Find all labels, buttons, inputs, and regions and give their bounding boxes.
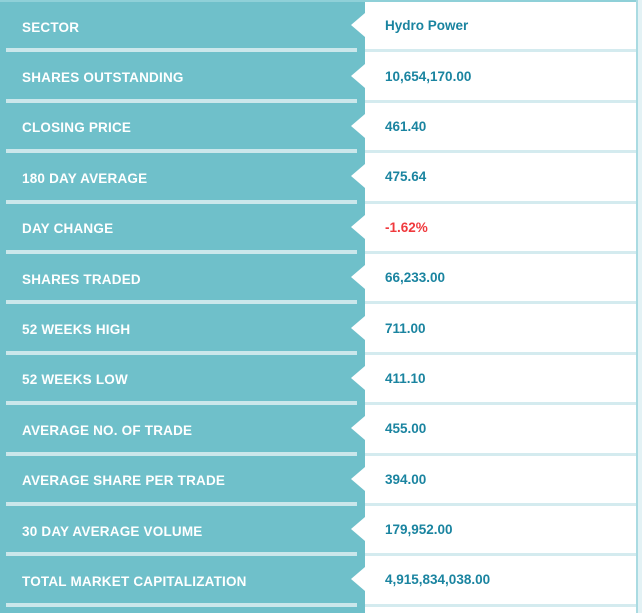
table-row: 180 DAY AVERAGE 475.64	[0, 153, 636, 204]
table-row: AVERAGE SHARE PER TRADE 394.00	[0, 455, 636, 507]
row-label: CLOSING PRICE	[22, 120, 132, 136]
value-cell: 711.00	[365, 304, 636, 355]
row-label: 30 DAY AVERAGE VOLUME	[22, 523, 203, 539]
value-cell: 455.00	[365, 405, 636, 456]
table-row-partial	[0, 606, 636, 613]
row-value: 475.64	[385, 169, 427, 185]
row-value: 711.00	[385, 320, 426, 336]
left-arrow-notch-icon	[351, 517, 365, 542]
row-value: 455.00	[385, 421, 427, 437]
left-arrow-notch-icon	[351, 113, 365, 138]
value-cell: 66,233.00	[365, 253, 636, 305]
row-value: 411.10	[385, 370, 426, 386]
label-cell: SECTOR	[0, 2, 365, 53]
row-label: DAY CHANGE	[22, 221, 114, 237]
label-cell: AVERAGE SHARE PER TRADE	[0, 455, 365, 507]
table-right-outer-strip	[638, 0, 642, 613]
left-arrow-notch-icon	[351, 466, 365, 491]
row-label: 180 DAY AVERAGE	[22, 170, 148, 186]
row-value-negative: -1.62%	[385, 219, 428, 235]
label-cell: TOTAL MARKET CAPITALIZATION	[0, 556, 365, 608]
left-arrow-notch-icon	[351, 315, 365, 340]
label-cell: AVERAGE NO. OF TRADE	[0, 405, 365, 456]
label-cell: 180 DAY AVERAGE	[0, 153, 365, 204]
row-value: 66,233.00	[385, 270, 446, 286]
value-cell: 10,654,170.00	[365, 52, 636, 103]
row-label: TOTAL MARKET CAPITALIZATION	[22, 573, 247, 589]
label-cell: 52 WEEKS LOW	[0, 354, 365, 406]
left-arrow-notch-icon	[351, 265, 365, 290]
label-cell: SHARES OUTSTANDING	[0, 52, 365, 104]
left-arrow-notch-icon	[351, 214, 365, 239]
table-top-border	[0, 0, 642, 2]
table-row: DAY CHANGE -1.62%	[0, 203, 636, 255]
row-label: SECTOR	[22, 19, 80, 35]
left-arrow-notch-icon	[351, 416, 365, 441]
label-cell: DAY CHANGE	[0, 203, 365, 255]
value-cell: Hydro Power	[365, 2, 636, 53]
row-label: 52 WEEKS LOW	[22, 372, 128, 388]
value-cell: 394.00	[365, 455, 636, 506]
row-value: 4,915,834,038.00	[385, 572, 491, 588]
table-row: 30 DAY AVERAGE VOLUME 179,952.00	[0, 505, 636, 557]
left-arrow-notch-icon	[351, 13, 365, 38]
row-label: SHARES TRADED	[22, 271, 141, 287]
table-row: TOTAL MARKET CAPITALIZATION 4,915,834,03…	[0, 556, 636, 608]
left-arrow-notch-icon	[351, 63, 365, 88]
table-row: SECTOR Hydro Power	[0, 2, 636, 53]
label-cell: 52 WEEKS HIGH	[0, 304, 365, 356]
value-cell	[365, 606, 636, 613]
row-label: 52 WEEKS HIGH	[22, 322, 131, 338]
table-row: SHARES OUTSTANDING 10,654,170.00	[0, 52, 636, 104]
label-cell: SHARES TRADED	[0, 253, 365, 305]
left-arrow-notch-icon	[351, 365, 365, 390]
value-cell: 411.10	[365, 354, 636, 406]
row-label: AVERAGE SHARE PER TRADE	[22, 473, 226, 489]
label-cell	[0, 606, 365, 613]
table-row: CLOSING PRICE 461.40	[0, 102, 636, 154]
table-right-border	[636, 0, 638, 613]
left-arrow-notch-icon	[351, 567, 365, 592]
value-cell: 475.64	[365, 153, 636, 204]
label-cell: CLOSING PRICE	[0, 102, 365, 154]
row-value: Hydro Power	[385, 18, 469, 34]
table-row: SHARES TRADED 66,233.00	[0, 253, 636, 305]
row-value: 179,952.00	[385, 522, 453, 538]
value-cell: -1.62%	[365, 203, 636, 254]
table-row: 52 WEEKS HIGH 711.00	[0, 304, 636, 356]
row-value: 10,654,170.00	[385, 68, 472, 84]
value-cell: 179,952.00	[365, 505, 636, 557]
label-cell: 30 DAY AVERAGE VOLUME	[0, 505, 365, 557]
row-value: 461.40	[385, 118, 427, 134]
row-label: AVERAGE NO. OF TRADE	[22, 422, 193, 438]
value-cell: 4,915,834,038.00	[365, 556, 636, 607]
row-label: SHARES OUTSTANDING	[22, 70, 184, 86]
table-row: AVERAGE NO. OF TRADE 455.00	[0, 405, 636, 456]
value-cell: 461.40	[365, 102, 636, 154]
left-arrow-notch-icon	[351, 164, 365, 189]
table-row: 52 WEEKS LOW 411.10	[0, 354, 636, 406]
row-value: 394.00	[385, 471, 427, 487]
